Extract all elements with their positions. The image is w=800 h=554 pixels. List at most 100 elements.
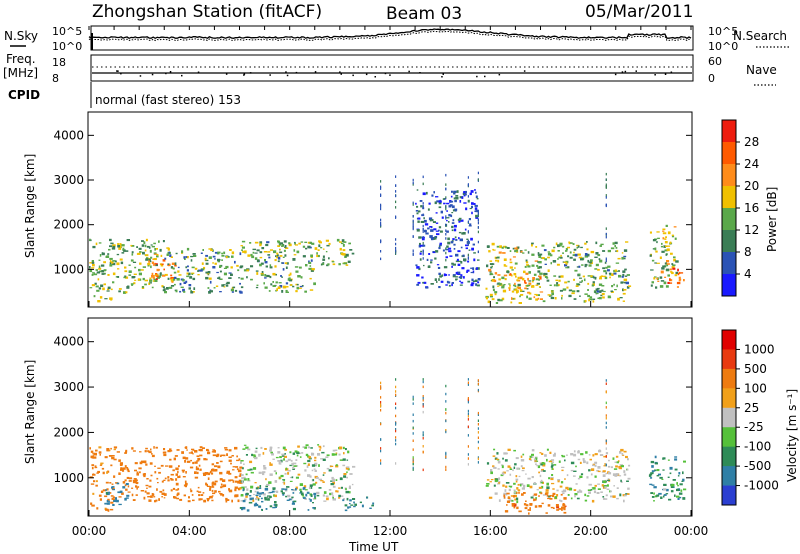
velocity-cell xyxy=(551,462,553,464)
power-cell xyxy=(152,258,154,260)
velocity-cell xyxy=(318,478,322,481)
velocity-cell xyxy=(241,474,244,477)
velocity-cell xyxy=(301,452,304,454)
power-cell xyxy=(625,281,629,285)
velocity-cell xyxy=(89,476,93,479)
velocity-cell xyxy=(185,484,187,488)
velocity-cell xyxy=(114,446,117,449)
power-cell xyxy=(556,263,560,266)
power-cell xyxy=(467,260,470,263)
power-cell xyxy=(119,243,122,246)
power-cell xyxy=(131,251,134,254)
power-cell xyxy=(104,298,108,300)
power-cell xyxy=(562,288,567,291)
velocity-cell xyxy=(512,469,514,472)
power-cell xyxy=(419,258,422,261)
colorbar-swatch xyxy=(722,186,736,209)
power-cell xyxy=(144,279,148,282)
power-cell xyxy=(420,220,425,223)
power-cell xyxy=(302,245,306,248)
power-cell xyxy=(663,245,666,248)
velocity-cell xyxy=(501,465,504,469)
power-cell xyxy=(514,262,518,265)
power-cell xyxy=(110,299,113,301)
power-cell xyxy=(531,253,535,256)
velocity-cell xyxy=(232,469,235,471)
power-cell xyxy=(605,272,608,275)
velocity-cell xyxy=(326,497,329,501)
velocity-cell xyxy=(507,448,511,451)
velocity-cell xyxy=(445,453,447,456)
power-cell xyxy=(444,274,448,276)
velocity-cell xyxy=(525,473,527,475)
velocity-cell xyxy=(517,489,521,492)
power-cell xyxy=(279,242,284,245)
velocity-cell xyxy=(556,489,559,492)
power-cell xyxy=(445,247,447,250)
velocity-cell xyxy=(649,483,653,486)
velocity-cell xyxy=(243,478,247,481)
power-cell xyxy=(471,278,474,282)
power-cell xyxy=(154,262,157,265)
velocity-cell xyxy=(445,400,447,403)
power-cell xyxy=(221,252,223,255)
power-cell xyxy=(455,279,458,281)
velocity-cell xyxy=(570,469,574,472)
velocity-cell xyxy=(113,448,116,451)
power-cell xyxy=(477,278,481,281)
velocity-cell xyxy=(240,460,244,462)
velocity-cell xyxy=(489,481,492,483)
power-cell xyxy=(212,262,214,264)
velocity-cell xyxy=(513,482,516,485)
power-cell xyxy=(207,271,211,274)
power-cell xyxy=(194,267,198,270)
velocity-cell xyxy=(563,507,566,511)
velocity-cell xyxy=(552,461,554,464)
freq-point xyxy=(624,70,627,73)
power-cell xyxy=(494,293,497,296)
power-cell xyxy=(123,276,126,279)
power-cell xyxy=(450,195,453,198)
power-cell xyxy=(677,272,680,276)
power-cell xyxy=(174,276,177,279)
velocity-cell xyxy=(316,495,320,497)
power-cell xyxy=(241,249,243,251)
power-cell xyxy=(584,263,588,266)
velocity-cell xyxy=(538,471,540,474)
velocity-cell xyxy=(422,385,424,389)
velocity-cell xyxy=(173,496,177,499)
power-cell xyxy=(170,274,173,277)
velocity-cell xyxy=(269,446,272,450)
power-cell xyxy=(351,252,355,255)
power-cell xyxy=(207,287,210,289)
velocity-cell xyxy=(349,503,351,505)
velocity-cell xyxy=(211,484,214,488)
power-cell xyxy=(250,253,253,257)
velocity-cell xyxy=(353,506,356,508)
velocity-cell xyxy=(340,486,343,489)
velocity-cell xyxy=(509,467,512,469)
power-cell xyxy=(465,244,469,247)
velocity-cell xyxy=(279,460,282,463)
power-cell xyxy=(309,265,312,267)
power-cell xyxy=(474,189,476,191)
velocity-cell xyxy=(312,502,314,504)
velocity-cell xyxy=(242,506,246,510)
velocity-cell xyxy=(535,497,537,500)
velocity-cell xyxy=(136,473,139,476)
velocity-cell xyxy=(589,458,592,461)
power-cell xyxy=(107,286,111,290)
power-cell xyxy=(663,281,667,285)
power-cell xyxy=(147,262,151,266)
velocity-cell xyxy=(284,448,287,451)
power-cell xyxy=(426,191,428,195)
velocity-cell xyxy=(305,453,309,457)
nave-tick-top: 60 xyxy=(708,55,722,68)
freq-point xyxy=(249,72,252,74)
power-cell xyxy=(445,196,447,199)
velocity-cell xyxy=(192,461,195,465)
power-cell xyxy=(125,276,129,279)
velocity-cell xyxy=(310,494,313,497)
velocity-cell xyxy=(322,445,325,448)
power-cell xyxy=(673,226,677,228)
